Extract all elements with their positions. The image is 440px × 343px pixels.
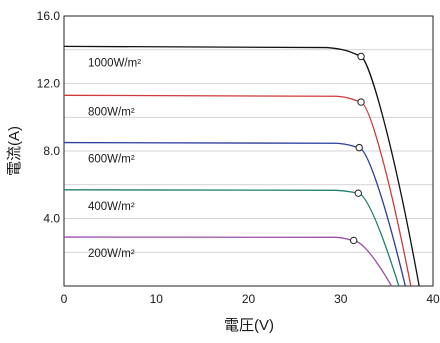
plot-frame [63,15,434,287]
label-layer: 1000W/m² 800W/m² 600W/m² 400W/m² 200W/m² [88,57,141,260]
grid-layer [64,49,433,253]
x-tick-label: 10 [150,292,164,306]
x-tick-label: 40 [426,292,440,306]
series-label: 400W/m² [88,201,135,213]
mpp-marker [357,52,365,61]
axes-layer: 4.0 8.0 12.0 16.0 0 10 20 30 40 [37,9,440,306]
y-tick-label: 4.0 [43,212,60,226]
series-label: 200W/m² [88,248,135,260]
series-label: 600W/m² [88,154,135,166]
series-line [63,94,412,287]
y-tick-label: 16.0 [37,9,61,23]
x-tick-label: 30 [334,292,348,306]
x-tick-label: 0 [61,292,68,306]
mpp-marker [349,236,358,245]
mpp-marker [354,189,362,197]
series-label: 800W/m² [88,106,135,118]
x-tick-label: 20 [242,292,256,306]
series-label: 1000W/m² [88,57,141,69]
marker-layer [349,52,365,245]
series-line [63,45,420,287]
x-axis-title: 電圧(V) [224,317,274,334]
series-line [63,236,393,287]
y-tick-label: 12.0 [37,77,61,91]
mpp-marker [357,98,365,106]
y-axis-title: 電流(A) [6,126,23,176]
y-tick-label: 8.0 [43,144,60,158]
mpp-marker [355,143,363,152]
